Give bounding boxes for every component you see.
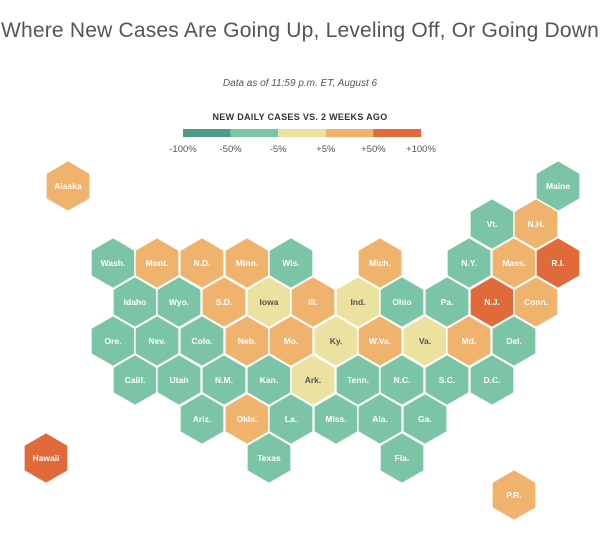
state-label: Ohio [392,297,411,307]
state-label: Del. [506,336,522,346]
state-label: P.R. [506,490,521,500]
state-label: Ark. [305,375,322,385]
state-label: Ariz. [193,414,211,424]
state-label: N.H. [528,219,545,229]
state-hex[interactable]: P.R. [491,468,537,522]
state-label: Ind. [350,297,365,307]
state-label: Va. [419,336,431,346]
chart-title: Where New Cases Are Going Up, Leveling O… [0,19,600,42]
state-label: Tenn. [347,375,369,385]
state-hex-shape [402,392,448,446]
state-label: Wis. [282,258,299,268]
state-label: Ky. [330,336,343,346]
state-label: S.D. [216,297,233,307]
state-hex-shape [379,431,425,485]
legend-tick-label: -100% [169,144,197,155]
state-label: N.D. [194,258,211,268]
state-label: Miss. [325,414,346,424]
state-hex-shape [491,468,537,522]
state-label: D.C. [484,375,501,385]
state-label: Calif. [125,375,146,385]
state-label: Pa. [441,297,454,307]
legend-swatch [230,129,279,137]
state-label: Mo. [284,336,299,346]
state-label: Idaho [124,297,147,307]
state-label: Wyo. [169,297,189,307]
state-label: Okla. [237,414,258,424]
state-label: Hawaii [33,453,60,463]
state-label: Md. [462,336,477,346]
state-label: N.C. [394,375,411,385]
legend-swatch [183,129,231,137]
state-label: S.C. [439,375,456,385]
legend-tick-label: -5% [270,144,287,155]
legend-swatch [373,129,421,137]
state-label: Iowa [260,297,279,307]
legend-tick-label: +100% [406,144,436,155]
state-label: Ala. [372,414,388,424]
state-hex[interactable]: Ariz. [179,392,225,446]
state-hex-shape [469,353,515,407]
state-label: Alaska [54,181,82,191]
state-hex-shape [45,159,91,213]
state-hex[interactable]: Texas [246,431,292,485]
legend-title: NEW DAILY CASES VS. 2 WEEKS AGO [212,112,388,122]
state-label: Mass. [502,258,526,268]
state-label: Maine [546,181,570,191]
state-label: Fla. [395,453,410,463]
state-hex-shape [156,353,202,407]
state-label: Mont. [146,258,169,268]
state-label: N.Y. [461,258,477,268]
state-label: N.M. [215,375,233,385]
state-label: Mich. [369,258,391,268]
state-label: Ore. [104,336,121,346]
state-hex-shape [246,431,292,485]
state-label: Texas [257,453,281,463]
state-label: Conn. [524,297,548,307]
state-label: Vt. [487,219,498,229]
state-label: Ill. [308,297,317,307]
legend-tick-label: +50% [361,144,386,155]
state-hex[interactable]: D.C. [469,353,515,407]
state-hex[interactable]: Fla. [379,431,425,485]
state-label: Ga. [418,414,432,424]
state-label: W.Va. [369,336,391,346]
state-label: R.I. [551,258,564,268]
state-label: La. [285,414,297,424]
state-hex[interactable]: Alaska [45,159,91,213]
state-label: Utah [170,375,189,385]
legend-swatch [325,129,374,137]
legend-swatch [278,129,326,137]
state-label: Nev. [148,336,165,346]
legend-tick-label: -50% [220,144,243,155]
state-label: Wash. [101,258,126,268]
state-label: Neb. [238,336,256,346]
chart-subtitle: Data as of 11:59 p.m. ET, August 6 [222,78,378,89]
legend-tick-label: +5% [316,144,336,155]
legend: -100% -50% -5% +5% +50% +100% [169,129,436,155]
state-label: N.J. [484,297,500,307]
state-hex[interactable]: Ga. [402,392,448,446]
state-hex[interactable]: Utah [156,353,202,407]
state-hex-shape [23,431,69,485]
state-label: Minn. [236,258,258,268]
state-hex[interactable]: Hawaii [23,431,69,485]
state-hex-shape [179,392,225,446]
state-label: Colo. [191,336,212,346]
state-label: Kan. [260,375,278,385]
state-hexes: Alaska Maine Vt. N.H. Wash. Mont. N.D. Minn. Wis… [23,159,581,522]
